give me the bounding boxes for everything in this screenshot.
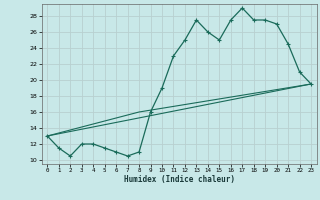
X-axis label: Humidex (Indice chaleur): Humidex (Indice chaleur) bbox=[124, 175, 235, 184]
